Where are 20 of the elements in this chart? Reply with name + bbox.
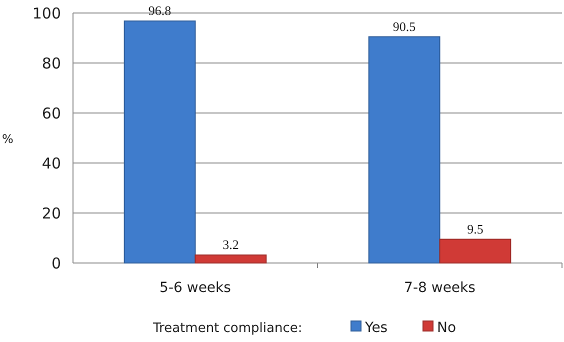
y-axis-title: % (2, 132, 14, 146)
data-label: 96.8 (148, 3, 172, 18)
bar (124, 20, 196, 264)
data-label: 90.5 (392, 18, 416, 34)
data-label: 3.2 (222, 237, 239, 252)
bar (194, 254, 267, 264)
legend-label: No (437, 320, 456, 336)
x-tick-label: 5-6 weeks (160, 280, 231, 296)
legend-title: Treatment compliance: (152, 321, 302, 336)
y-tick-label: 40 (42, 154, 61, 172)
y-tick-label: 0 (51, 254, 61, 272)
legend-label: Yes (364, 320, 388, 336)
bar (439, 238, 512, 264)
y-tick-label: 20 (42, 204, 61, 222)
bar (368, 36, 440, 264)
y-tick-label: 80 (42, 54, 61, 72)
y-tick-label: 60 (42, 104, 61, 122)
y-tick-label: 100 (32, 4, 61, 22)
x-tick-label: 7-8 weeks (404, 280, 476, 296)
data-label: 9.5 (467, 221, 484, 236)
